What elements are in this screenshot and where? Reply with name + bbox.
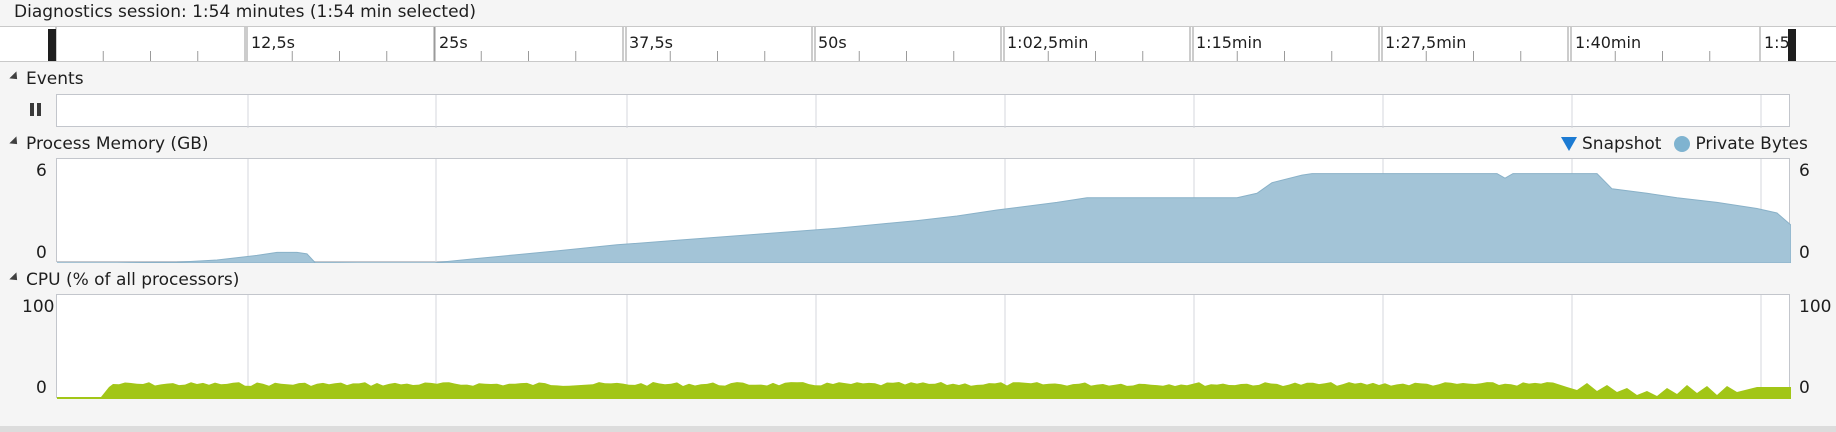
ruler-tick-label: 25s	[439, 33, 468, 52]
ruler-tick-label: 12,5s	[251, 33, 295, 52]
memory-title: Process Memory (GB)	[26, 134, 209, 154]
ruler-tick-label: 1:27,5min	[1385, 33, 1467, 52]
cpu-ymax-left: 100	[22, 297, 55, 317]
ruler-ticks	[55, 27, 1761, 61]
legend-private-label: Private Bytes	[1695, 134, 1808, 154]
private-bytes-area	[56, 173, 1792, 264]
ruler-tick-label: 50s	[818, 33, 847, 52]
cpu-ymin-right: 0	[1799, 378, 1810, 398]
legend-snapshot-label: Snapshot	[1582, 134, 1662, 154]
cpu-ymin-left: 0	[36, 378, 47, 398]
selection-end-handle[interactable]	[1788, 29, 1796, 61]
ruler-tick-label: 1:5	[1764, 33, 1790, 52]
time-ruler[interactable]: 12,5s 25s 37,5s 50s 1:02,5min 1:15min 1:…	[0, 26, 1836, 62]
memory-ymax-left: 6	[36, 161, 47, 181]
session-title: Diagnostics session: 1:54 minutes (1:54 …	[14, 2, 476, 22]
memory-section-header[interactable]: Process Memory (GB)	[9, 134, 209, 154]
ruler-tick-label: 1:02,5min	[1007, 33, 1089, 52]
events-title: Events	[26, 69, 84, 89]
selection-start-handle[interactable]	[48, 29, 56, 61]
ruler-tick-label: 1:15min	[1196, 33, 1263, 52]
snapshot-marker-icon	[1561, 137, 1577, 151]
memory-chart[interactable]	[56, 158, 1792, 264]
memory-ymin-right: 0	[1799, 243, 1810, 263]
cpu-usage-area	[57, 382, 1791, 399]
collapse-caret-icon[interactable]	[9, 71, 21, 83]
events-gridlines	[247, 95, 1762, 128]
ruler-tick-label: 37,5s	[629, 33, 673, 52]
events-section-header[interactable]: Events	[9, 69, 84, 89]
cpu-area-plot	[57, 295, 1791, 399]
memory-area-plot	[56, 159, 1792, 264]
memory-ymax-right: 6	[1799, 161, 1810, 181]
memory-ymin-left: 0	[36, 243, 47, 263]
cpu-ymax-right: 100	[1799, 297, 1832, 317]
cpu-title: CPU (% of all processors)	[26, 270, 240, 290]
collapse-caret-icon[interactable]	[9, 136, 21, 148]
cpu-section-header[interactable]: CPU (% of all processors)	[9, 270, 240, 290]
horizontal-scrollbar[interactable]	[0, 426, 1836, 432]
cpu-chart[interactable]	[56, 294, 1791, 399]
pause-icon[interactable]	[30, 103, 41, 116]
collapse-caret-icon[interactable]	[9, 272, 21, 284]
events-track[interactable]	[56, 94, 1790, 128]
memory-legend: Snapshot Private Bytes	[1560, 134, 1808, 154]
ruler-tick-label: 1:40min	[1575, 33, 1642, 52]
private-bytes-dot-icon	[1674, 136, 1691, 152]
